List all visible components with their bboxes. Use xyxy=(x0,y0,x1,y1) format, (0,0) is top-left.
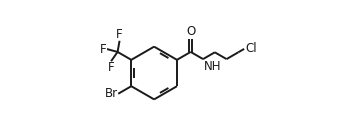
Text: F: F xyxy=(108,61,114,74)
Text: Br: Br xyxy=(105,87,118,100)
Text: O: O xyxy=(186,25,195,38)
Text: F: F xyxy=(100,42,107,55)
Text: F: F xyxy=(116,28,123,41)
Text: Cl: Cl xyxy=(245,42,257,55)
Text: NH: NH xyxy=(204,60,221,72)
